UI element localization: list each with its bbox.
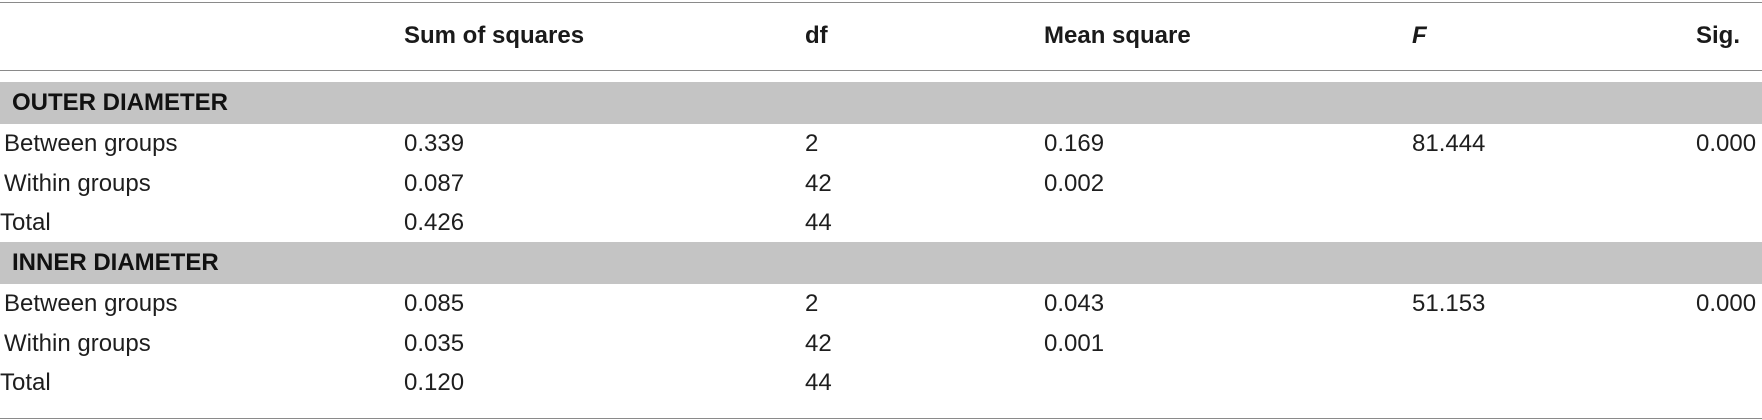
row-sig: 0.000 xyxy=(1696,290,1757,317)
header-df: df xyxy=(805,22,828,49)
row-source: Total xyxy=(0,369,51,396)
row-df: 42 xyxy=(805,170,832,197)
header-f: F xyxy=(1412,22,1427,49)
row-source: Within groups xyxy=(4,330,151,357)
table-row: Total 0.426 44 xyxy=(0,203,1762,243)
row-df: 44 xyxy=(805,209,832,236)
table-row: Within groups 0.035 42 0.001 xyxy=(0,324,1762,364)
row-df: 44 xyxy=(805,369,832,396)
table-row: Between groups 0.339 2 0.169 81.444 0.00… xyxy=(0,124,1762,164)
header-sig: Sig. xyxy=(1696,22,1741,49)
row-sum-of-squares: 0.120 xyxy=(404,369,465,396)
row-mean-square: 0.001 xyxy=(1044,330,1105,357)
row-f: 81.444 xyxy=(1412,130,1486,157)
row-sum-of-squares: 0.035 xyxy=(404,330,465,357)
section-header-inner-diameter: INNER DIAMETER xyxy=(0,242,1762,284)
row-df: 42 xyxy=(805,330,832,357)
row-df: 2 xyxy=(805,290,819,317)
row-mean-square: 0.002 xyxy=(1044,170,1105,197)
table-row: Between groups 0.085 2 0.043 51.153 0.00… xyxy=(0,284,1762,324)
row-sum-of-squares: 0.339 xyxy=(404,130,465,157)
section-title: OUTER DIAMETER xyxy=(12,89,228,116)
row-source: Between groups xyxy=(4,290,178,317)
row-df: 2 xyxy=(805,130,819,157)
row-sum-of-squares: 0.426 xyxy=(404,209,465,236)
row-mean-square: 0.169 xyxy=(1044,130,1105,157)
header-bottom-rule xyxy=(0,70,1762,71)
table-header-row: Sum of squares df Mean square F Sig. xyxy=(0,18,1762,54)
row-source: Total xyxy=(0,209,51,236)
table-top-rule xyxy=(0,2,1762,3)
row-sig: 0.000 xyxy=(1696,130,1757,157)
row-sum-of-squares: 0.087 xyxy=(404,170,465,197)
row-f: 51.153 xyxy=(1412,290,1486,317)
table-row: Within groups 0.087 42 0.002 xyxy=(0,164,1762,204)
header-sum-of-squares: Sum of squares xyxy=(404,22,585,49)
row-sum-of-squares: 0.085 xyxy=(404,290,465,317)
section-title: INNER DIAMETER xyxy=(12,249,219,276)
row-source: Within groups xyxy=(4,170,151,197)
section-header-outer-diameter: OUTER DIAMETER xyxy=(0,82,1762,124)
table-bottom-rule xyxy=(0,418,1762,419)
row-source: Between groups xyxy=(4,130,178,157)
table-row: Total 0.120 44 xyxy=(0,363,1762,403)
header-mean-square: Mean square xyxy=(1044,22,1191,49)
row-mean-square: 0.043 xyxy=(1044,290,1105,317)
